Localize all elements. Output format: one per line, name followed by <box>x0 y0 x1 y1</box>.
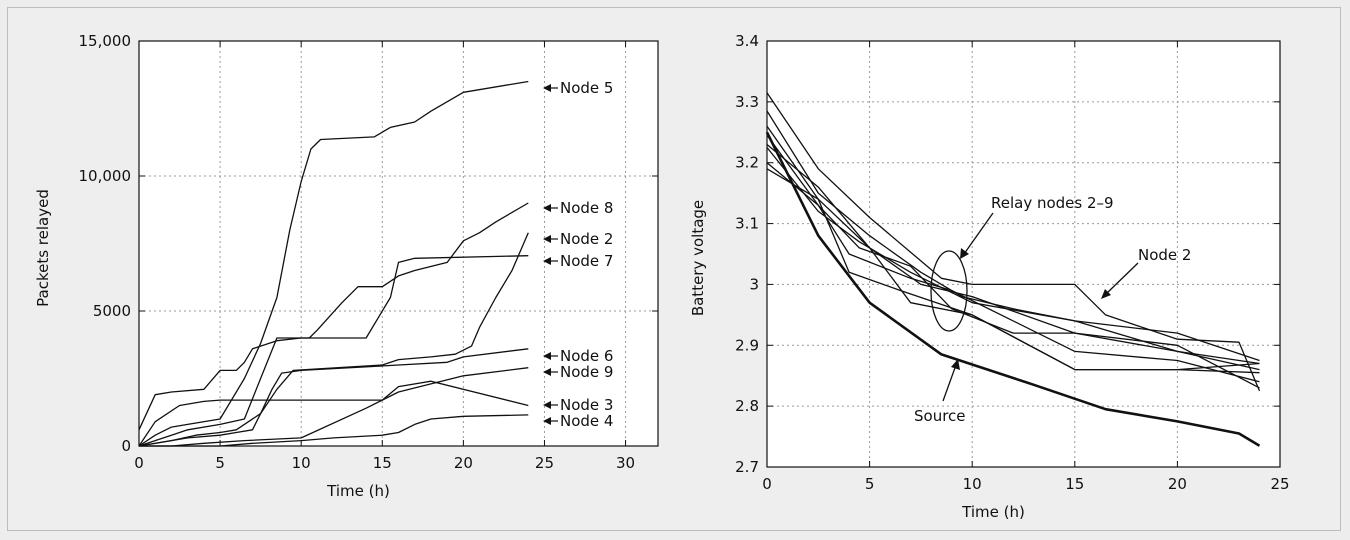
y-axis-label: Packets relayed <box>34 189 52 307</box>
x-tick-label: 5 <box>865 475 875 493</box>
x-tick-label: 25 <box>1270 475 1289 493</box>
series-line-node-6 <box>138 348 529 447</box>
x-tick-label: 20 <box>454 454 473 472</box>
series-line-node-4 <box>139 414 529 447</box>
plot-area <box>767 41 1280 467</box>
series-line-node-3 <box>138 380 529 447</box>
x-tick-label: 15 <box>373 454 392 472</box>
annotation-label: Node 6 <box>560 347 613 365</box>
series-line-node-8 <box>138 202 529 447</box>
annotation-label: Node 4 <box>560 412 613 430</box>
x-tick-label: 0 <box>762 475 772 493</box>
series-line-source <box>765 131 1261 447</box>
relay-nodes-ellipse <box>930 250 968 332</box>
x-tick-label: 15 <box>1065 475 1084 493</box>
x-tick-label: 20 <box>1168 475 1187 493</box>
x-tick-label: 30 <box>616 454 635 472</box>
y-tick-label: 3.2 <box>735 154 759 172</box>
series-line-node-5 <box>138 80 529 447</box>
y-tick-label: 3.4 <box>735 32 759 50</box>
annotation-label-node-2: Node 2 <box>1138 246 1191 264</box>
source-arrow-line <box>942 364 957 402</box>
y-tick-label: 15,000 <box>79 32 132 50</box>
series-line-relay-4 <box>766 134 1260 371</box>
y-tick-label: 10,000 <box>79 167 132 185</box>
y-tick-label: 2.9 <box>735 336 759 354</box>
annotation-label: Node 5 <box>560 79 613 97</box>
y-tick-label: 2.7 <box>735 458 759 476</box>
annotation-label: Node 3 <box>560 396 613 414</box>
x-axis-label: Time (h) <box>961 503 1025 521</box>
x-tick-label: 0 <box>134 454 144 472</box>
x-axis-label: Time (h) <box>326 482 390 500</box>
figure-panel: 0 5 10 15 20 25 30 0 5000 10,000 15,000 Time (h) Pac… <box>7 7 1341 531</box>
annotation-arrowhead <box>543 257 551 265</box>
y-axis-label: Battery voltage <box>689 200 707 316</box>
y-tick-label: 5000 <box>93 302 131 320</box>
x-tick-label: 10 <box>292 454 311 472</box>
node2-arrowhead <box>1101 289 1111 299</box>
annotation-arrowhead <box>543 84 551 92</box>
node2-arrow-line <box>1105 262 1139 295</box>
x-tick-label: 10 <box>963 475 982 493</box>
annotation-arrowhead <box>543 352 551 360</box>
series-line-node-9 <box>139 367 529 447</box>
chart-2: 0 5 10 15 20 25 2.7 2.8 2.9 3 3.1 3.2 3.3 3.4 Time (h)… <box>689 32 1290 521</box>
series-line-node-2 <box>138 232 529 447</box>
series-line-relay-8 <box>766 143 1260 371</box>
y-tick-label: 3.3 <box>735 93 759 111</box>
annotation-arrowhead <box>543 401 551 409</box>
y-tick-label: 3.1 <box>735 215 759 233</box>
series-line-node-7 <box>138 255 529 431</box>
chart-1: 0 5 10 15 20 25 30 0 5000 10,000 15,000 Time (h) Pac… <box>34 32 659 500</box>
relay-nodes-arrow-line <box>963 212 994 255</box>
annotation-label: Node 2 <box>560 230 613 248</box>
annotation-arrowhead <box>543 417 551 425</box>
relay-nodes-arrowhead <box>960 248 969 259</box>
plot-area <box>139 41 658 446</box>
x-tick-label: 5 <box>215 454 225 472</box>
annotation-arrowhead <box>543 368 551 376</box>
x-tick-label: 25 <box>535 454 554 472</box>
annotation-label: Node 9 <box>560 363 613 381</box>
annotation-label-source: Source <box>914 407 966 425</box>
annotation-arrowhead <box>543 235 551 243</box>
plot-frame <box>766 40 1281 468</box>
annotation-arrowhead <box>543 204 551 212</box>
plot-frame <box>138 40 659 447</box>
y-tick-label: 0 <box>121 437 131 455</box>
y-tick-label: 2.8 <box>735 397 759 415</box>
y-tick-label: 3 <box>749 275 759 293</box>
annotation-label: Node 7 <box>560 252 613 270</box>
annotation-label: Node 8 <box>560 199 613 217</box>
series-line-node-2 <box>766 92 1261 392</box>
source-arrowhead <box>951 359 960 370</box>
annotation-label-relay-nodes: Relay nodes 2–9 <box>991 194 1114 212</box>
